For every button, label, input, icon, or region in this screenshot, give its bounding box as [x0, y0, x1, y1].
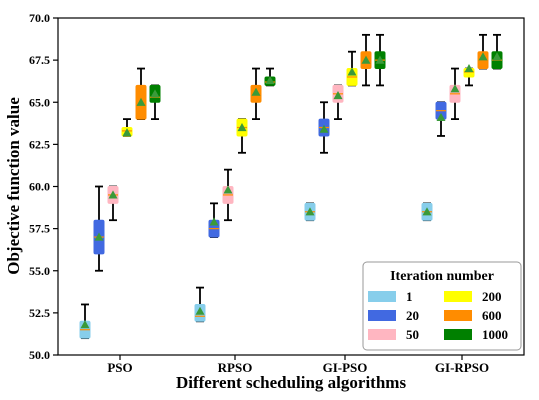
mean-marker: [94, 232, 104, 241]
legend-item-50: 50: [368, 327, 419, 342]
legend-title: Iteration number: [390, 269, 494, 284]
x-tick-label: RPSO: [218, 360, 253, 375]
legend-label: 50: [406, 327, 419, 342]
y-tick-label: 55.0: [29, 264, 50, 278]
y-tick-label: 57.5: [29, 222, 50, 236]
mean-marker: [122, 128, 132, 137]
mean-marker: [223, 185, 233, 194]
legend-swatch: [368, 310, 396, 321]
legend-swatch: [368, 291, 396, 302]
box-GI-RPSO-1000: [491, 33, 503, 70]
legend-item-600: 600: [444, 308, 502, 323]
box-GI-PSO-1000: [374, 33, 386, 87]
y-axis-label: Objective function value: [4, 97, 23, 275]
mean-marker: [251, 87, 261, 96]
legend-item-1: 1: [368, 289, 413, 304]
box-PSO-50: [107, 185, 119, 222]
mean-marker: [80, 320, 90, 329]
box-PSO-600: [135, 67, 147, 120]
box-RPSO-50: [222, 168, 234, 222]
box-RPSO-1: [194, 286, 206, 323]
axes-layer: 50.0 52.5 55.0 57.5 60.0 62.5 65.0 67.5 70.0 PSO R…: [29, 11, 489, 375]
mean-marker: [333, 91, 343, 100]
box-PSO-1000: [149, 84, 161, 120]
legend-item-20: 20: [368, 308, 419, 323]
x-axis-label: Different scheduling algorithms: [176, 373, 407, 392]
legend: Iteration number 1 20 50 200 600 1000: [362, 261, 522, 351]
legend-label: 1000: [482, 327, 508, 342]
box-PSO-200: [121, 118, 133, 137]
box-RPSO-200: [236, 118, 248, 154]
box-PSO-20: [93, 185, 105, 272]
box-GI-RPSO-50: [449, 67, 461, 120]
legend-label: 600: [482, 308, 502, 323]
y-tick-label: 50.0: [29, 348, 50, 362]
box-RPSO-1000: [264, 67, 276, 87]
y-tick-label: 67.5: [29, 53, 50, 67]
mean-marker: [347, 67, 357, 76]
legend-swatch: [444, 291, 472, 302]
box-GI-RPSO-200: [463, 64, 475, 87]
legend-swatch: [444, 329, 472, 340]
legend-label: 200: [482, 289, 502, 304]
legend-item-200: 200: [444, 289, 502, 304]
mean-marker: [375, 55, 385, 64]
mean-marker: [478, 52, 488, 61]
box-GI-PSO-200: [346, 50, 358, 87]
mean-marker: [305, 207, 315, 216]
mean-marker: [150, 89, 160, 98]
mean-marker: [436, 112, 446, 122]
legend-swatch: [444, 310, 472, 321]
x-tick-label: GI-RPSO: [435, 360, 489, 375]
box-GI-PSO-600: [360, 33, 372, 87]
x-tick-label: PSO: [107, 360, 132, 375]
y-tick-label: 65.0: [29, 95, 50, 109]
box-PSO-1: [79, 303, 91, 340]
x-tick-label: GI-PSO: [323, 360, 368, 375]
box-GI-RPSO-1: [421, 202, 433, 222]
y-tick-label: 62.5: [29, 137, 50, 151]
legend-label: 1: [406, 289, 413, 304]
marks-layer: [79, 33, 503, 340]
mean-marker: [450, 84, 460, 93]
mean-marker: [265, 75, 275, 84]
mean-marker: [361, 55, 371, 64]
box-GI-RPSO-20: [435, 101, 447, 137]
y-tick-label: 70.0: [29, 11, 50, 25]
mean-marker: [422, 207, 432, 216]
box-GI-PSO-20: [318, 101, 330, 154]
mean-marker: [492, 52, 502, 61]
mean-marker: [195, 306, 205, 315]
box-GI-PSO-50: [332, 84, 344, 120]
box-RPSO-600: [250, 67, 262, 120]
box-GI-RPSO-600: [477, 33, 489, 70]
legend-swatch: [368, 329, 396, 340]
legend-item-1000: 1000: [444, 327, 508, 342]
mean-marker: [209, 217, 219, 226]
y-tick-label: 52.5: [29, 306, 50, 320]
mean-marker: [108, 190, 118, 199]
y-tick-label: 60.0: [29, 180, 50, 194]
mean-marker: [237, 123, 247, 132]
mean-marker: [136, 97, 146, 106]
box-RPSO-20: [208, 202, 220, 238]
legend-frame: [362, 261, 522, 351]
box-GI-PSO-1: [304, 202, 316, 222]
legend-label: 20: [406, 308, 419, 323]
mean-marker: [319, 124, 329, 133]
mean-marker: [464, 64, 474, 73]
